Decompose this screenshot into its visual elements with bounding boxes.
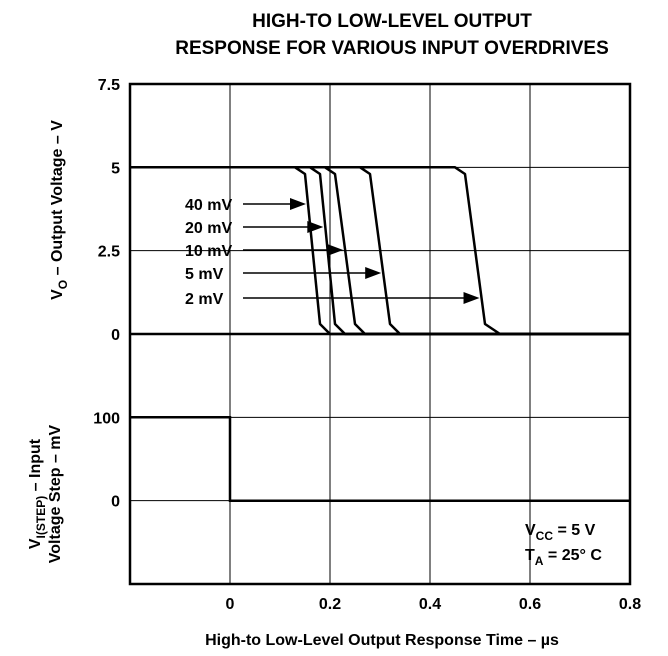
top-y-tick-label: 0	[111, 327, 120, 344]
overdrive-label: 20 mV	[185, 220, 232, 237]
overdrive-arrow-head	[463, 292, 480, 304]
input-step-line	[130, 416, 630, 502]
x-tick-label: 0.6	[519, 596, 541, 613]
series-line-2mv	[130, 166, 630, 336]
overdrive-label: 40 mV	[185, 197, 232, 214]
top-y-tick-label: 2.5	[98, 244, 120, 261]
x-tick-label: 0	[226, 596, 235, 613]
plot-frame	[128, 82, 632, 586]
overdrive-arrow-head	[327, 244, 344, 256]
overdrive-arrow-head	[290, 198, 306, 210]
top-y-tick-label: 5	[111, 160, 120, 177]
annotation-arrows: 40 mV 20 mV 10 mV 5 mV 2 mV	[185, 197, 480, 308]
chart-subtitle: RESPONSE FOR VARIOUS INPUT OVERDRIVES	[175, 38, 609, 59]
bottom-y-axis-label-line1: VI(STEP) – Input	[27, 438, 48, 549]
x-axis-label: High-to Low-Level Output Response Time –…	[205, 632, 559, 649]
overdrive-label: 10 mV	[185, 243, 232, 260]
chart-title: HIGH-TO LOW-LEVEL OUTPUT	[252, 11, 532, 32]
overdrive-arrow-head	[307, 221, 324, 233]
top-y-axis-label: VO – Output Voltage – V	[49, 120, 70, 300]
top-y-tick-label: 7.5	[98, 77, 120, 94]
overdrive-label: 5 mV	[185, 266, 224, 283]
x-tick-label: 0.2	[319, 596, 341, 613]
x-tick-label: 0.8	[619, 596, 641, 613]
bottom-y-tick-label: 100	[93, 410, 120, 427]
tick-labels: 0 0.2 0.4 0.6 0.8 7.5 5 2.5 0 100 0	[93, 77, 641, 613]
ta-condition: TA = 25° C	[525, 547, 602, 568]
bottom-y-axis-label-line2: Voltage Step – mV	[47, 424, 64, 563]
vcc-condition: VCC = 5 V	[525, 522, 596, 543]
overdrive-label: 2 mV	[185, 291, 224, 308]
x-tick-label: 0.4	[419, 596, 441, 613]
overdrive-arrow-head	[365, 267, 382, 279]
bottom-y-tick-label: 0	[111, 494, 120, 511]
